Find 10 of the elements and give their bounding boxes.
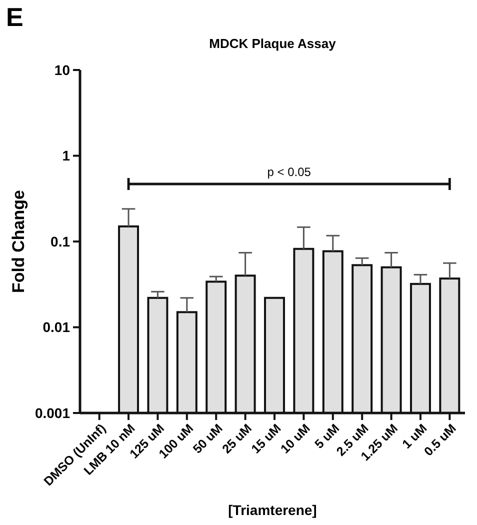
x-axis-title: [Triamterene] bbox=[228, 502, 317, 518]
annotation: p < 0.05 bbox=[267, 165, 312, 179]
y-tick-label: 0.01 bbox=[42, 319, 70, 336]
y-tick-label: 0.001 bbox=[34, 404, 70, 421]
text: E bbox=[6, 2, 24, 32]
y-tick-label: 0.1 bbox=[50, 233, 70, 250]
chart-title: MDCK Plaque Assay bbox=[209, 36, 337, 51]
y-tick-label: 10 bbox=[54, 62, 70, 78]
y-tick-label: 1 bbox=[62, 148, 70, 164]
y-axis-title: Fold Change bbox=[9, 190, 28, 293]
